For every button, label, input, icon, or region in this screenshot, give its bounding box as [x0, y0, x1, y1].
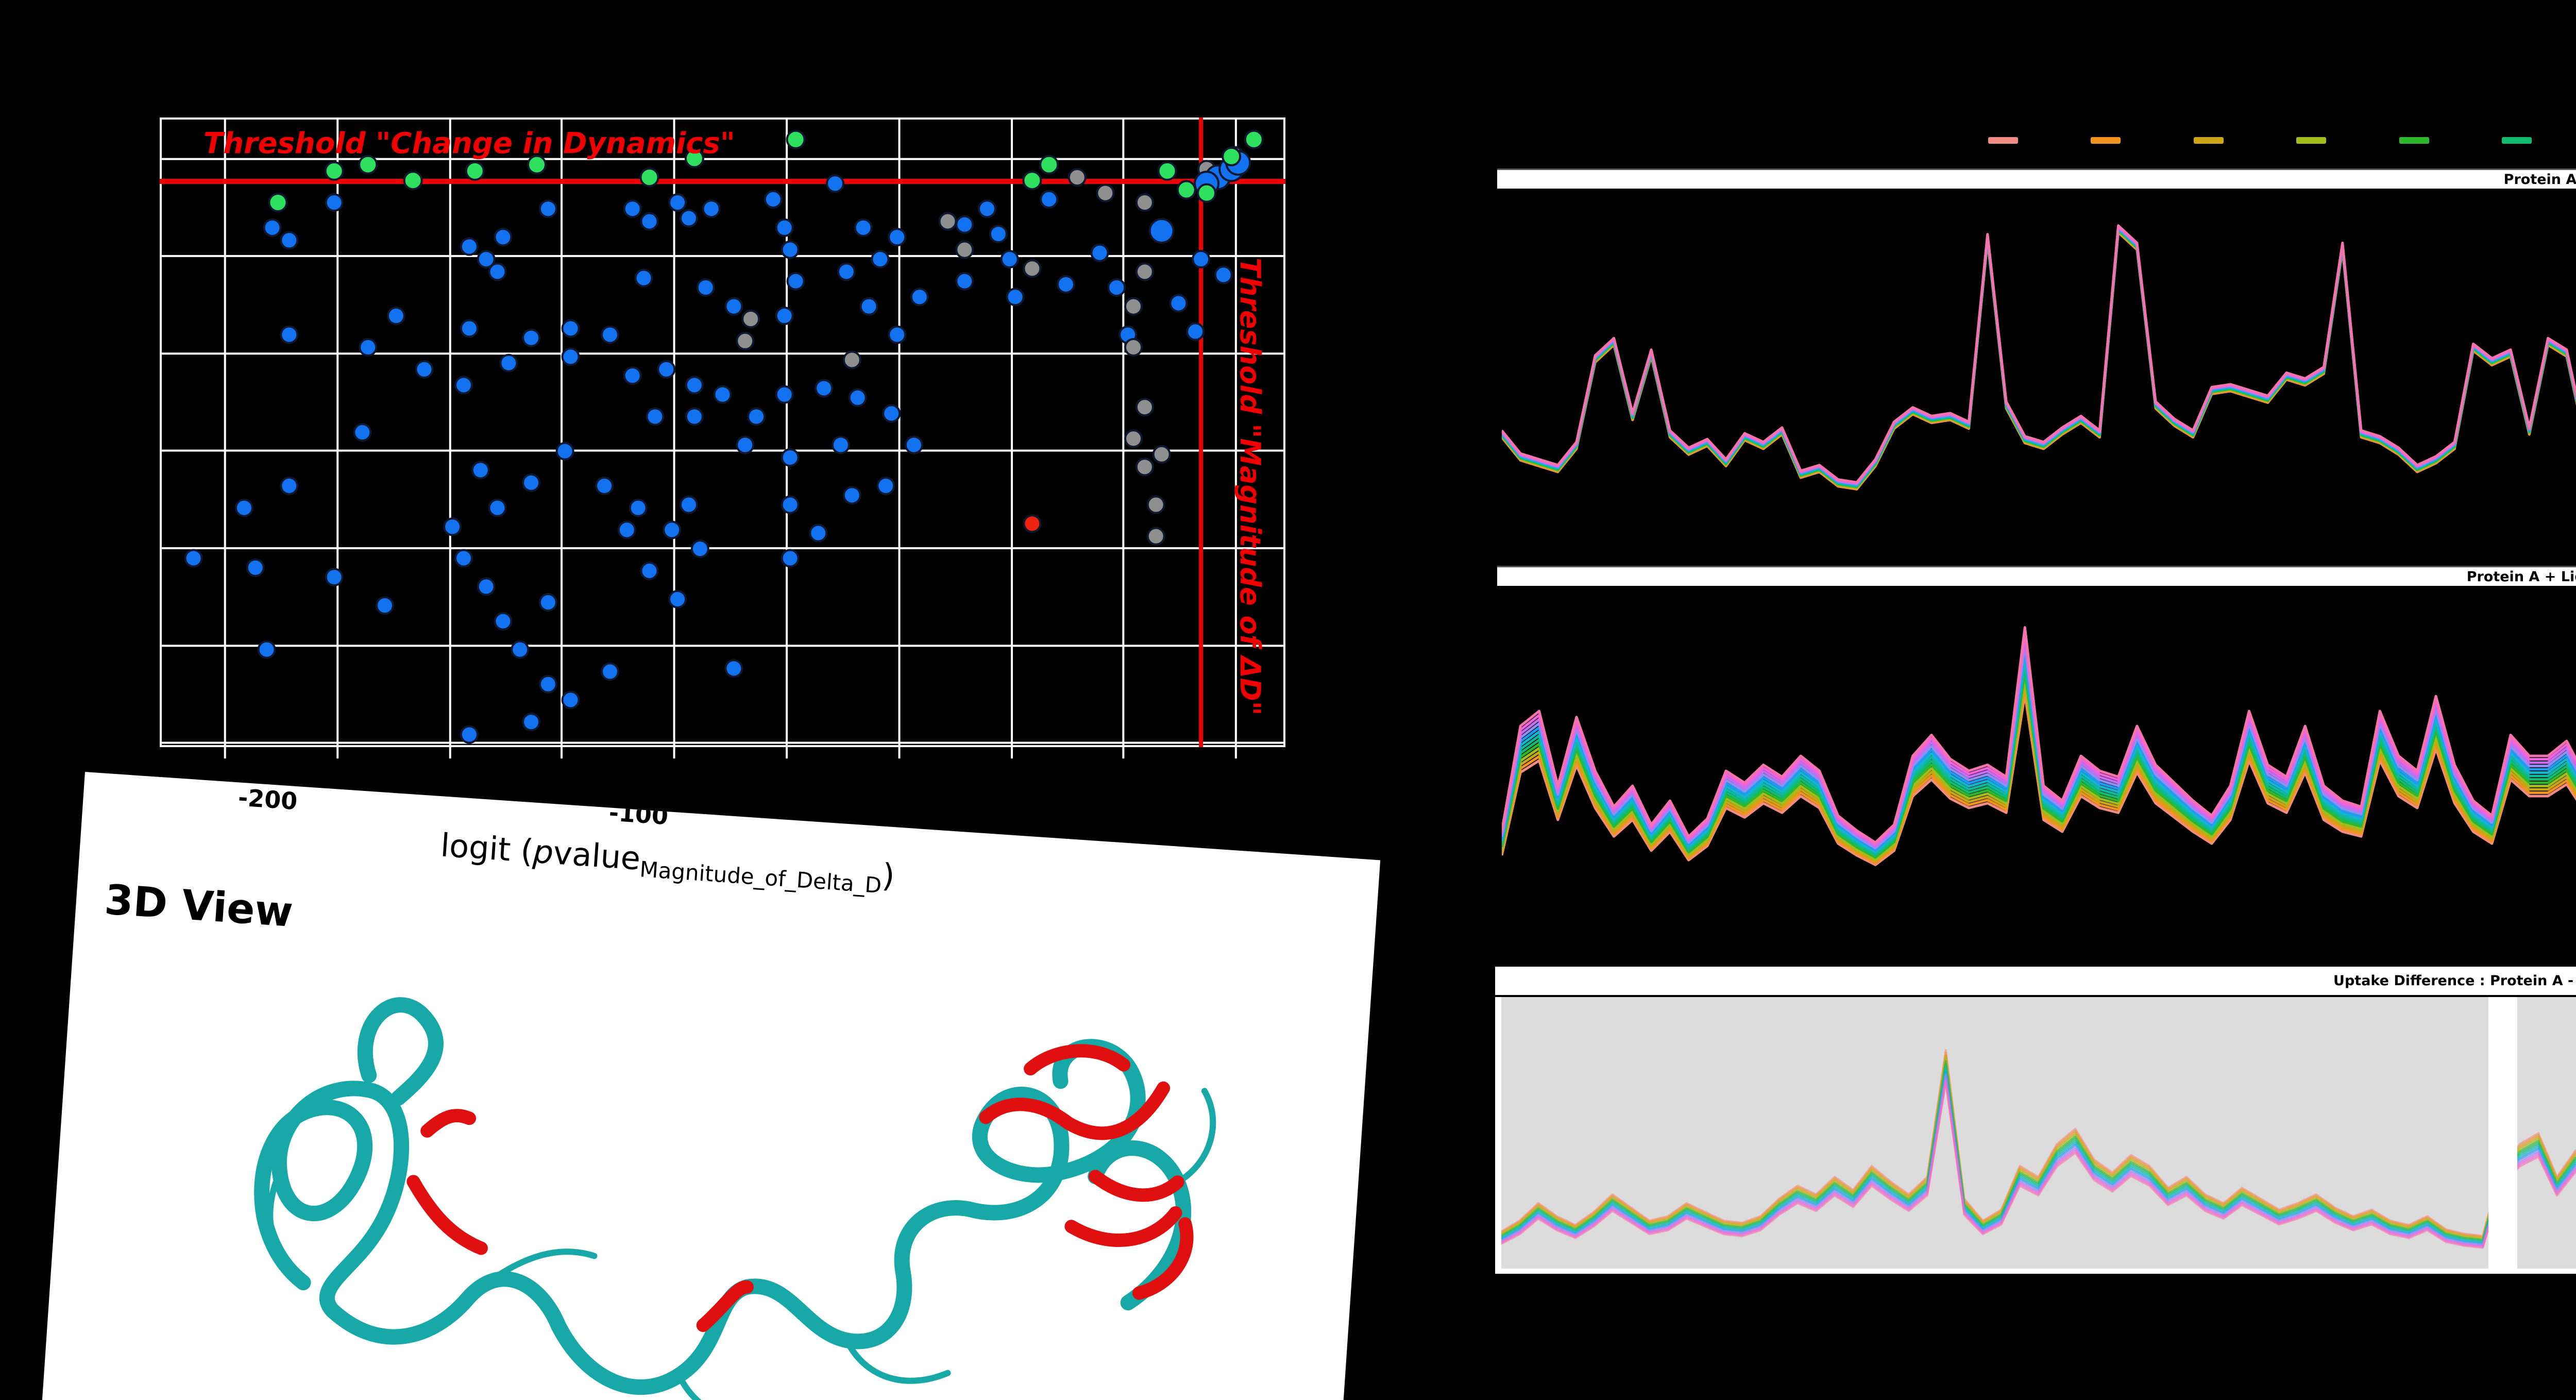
chart2-protein-a-ligand-plot — [1502, 626, 2576, 866]
threshold-change-in-dynamics-label: Threshold "Change in Dynamics" — [204, 127, 735, 160]
chart1-protein-a-plot — [1502, 224, 2576, 491]
x-axis-label-pre: logit ( — [439, 826, 535, 870]
3d-view-title: 3D View — [103, 875, 295, 936]
chart1-title: Protein A — [2503, 171, 2576, 188]
x-axis-label-sub: Magnitude_of_Delta_D — [639, 856, 883, 898]
chart2-title-bar: Protein A + Ligand — [1497, 566, 2576, 586]
legend-swatch-2 — [2193, 137, 2224, 144]
x-axis-label: logit (pvalueMagnitude_of_Delta_D) — [265, 814, 1070, 910]
chart3-lines-svg — [1501, 1049, 2576, 1249]
x-axis-tick--200: -200 — [237, 783, 299, 816]
x-axis-label-post: ) — [880, 856, 896, 895]
legend-swatch-4 — [2399, 137, 2429, 144]
chart3-uptake-difference-card: Uptake Difference : Protein A - (Protein… — [1493, 965, 2576, 1276]
legend-swatch-3 — [2296, 137, 2327, 144]
legend-swatch-0 — [1988, 137, 2018, 144]
chart1-title-bar: Protein A — [1497, 168, 2576, 189]
x-axis-tick--100: -100 — [608, 798, 669, 831]
chart3-title-bar: Uptake Difference : Protein A - (Protein… — [1495, 967, 2576, 997]
x-axis-label-p: p — [532, 832, 555, 872]
chart3-plot-area — [1501, 997, 2576, 1269]
volcano-plot — [160, 117, 1285, 758]
x-axis-label-mid: value — [552, 834, 642, 878]
chart3-title-text: Uptake Difference : Protein A - (Protein… — [2333, 973, 2576, 989]
chart2-title: Protein A + Ligand — [2466, 568, 2576, 585]
3d-view-card: -200 -100 logit (pvalueMagnitude_of_Delt… — [35, 772, 1381, 1400]
legend-swatch-5 — [2502, 137, 2532, 144]
protein-ribbon-graphic — [254, 997, 1216, 1400]
excluded-region-band-1 — [2488, 997, 2517, 1269]
legend-swatch-1 — [2091, 137, 2121, 144]
threshold-magnitude-label: Threshold "Magnitude of ΔD" — [1234, 258, 1266, 716]
